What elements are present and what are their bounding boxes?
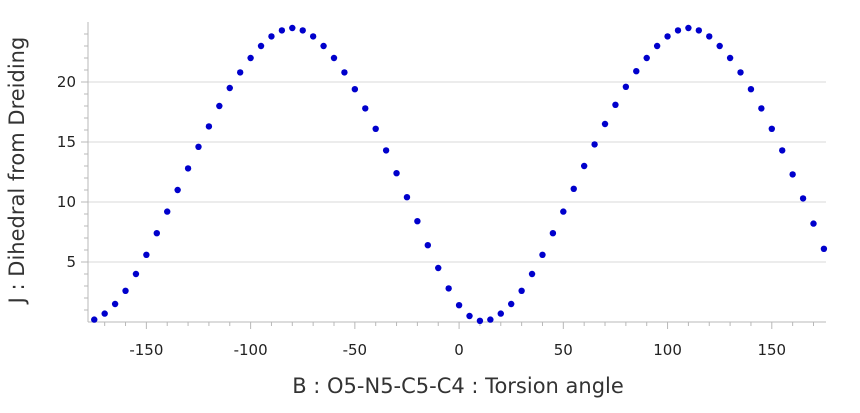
data-point <box>393 170 400 177</box>
data-point <box>664 33 671 40</box>
data-point <box>382 147 390 154</box>
data-point <box>779 147 786 154</box>
data-point <box>789 171 796 178</box>
data-point <box>289 24 296 32</box>
x-tick-label: 150 <box>757 341 786 359</box>
x-tick-label: -50 <box>343 341 368 359</box>
data-point <box>445 285 452 292</box>
data-point <box>362 105 369 112</box>
data-point <box>216 102 223 110</box>
data-point <box>570 185 577 192</box>
data-point <box>653 42 661 50</box>
grid-lines <box>88 81 826 263</box>
data-point <box>518 287 525 294</box>
data-point <box>466 312 473 320</box>
y-tick-label: 5 <box>66 253 76 271</box>
data-point <box>643 54 650 62</box>
data-point <box>768 125 775 132</box>
data-point <box>455 302 463 309</box>
data-point <box>508 300 515 308</box>
data-point <box>695 27 703 34</box>
x-tick-label: 0 <box>454 341 464 359</box>
data-point <box>580 162 588 170</box>
x-tick-label: -100 <box>234 341 268 359</box>
data-point <box>601 120 609 128</box>
data-point <box>132 270 140 278</box>
data-point <box>528 270 536 278</box>
data-points <box>91 24 828 324</box>
y-tick-label: 15 <box>57 133 76 151</box>
data-point <box>799 195 807 202</box>
data-point <box>351 86 359 93</box>
data-point <box>820 245 828 252</box>
data-point <box>236 69 244 76</box>
data-point <box>341 69 348 76</box>
x-tick-label: 50 <box>554 341 573 359</box>
tick-labels: -150 -100 -50 0 50 100 150 5 10 15 20 <box>57 73 786 359</box>
y-tick-label: 10 <box>57 193 76 211</box>
data-point <box>111 300 119 308</box>
data-point <box>737 69 744 76</box>
data-point <box>372 125 379 132</box>
data-point <box>633 68 640 75</box>
data-point <box>268 33 275 40</box>
data-point <box>549 230 557 237</box>
x-tick-label: 100 <box>653 341 682 359</box>
data-point <box>299 27 306 34</box>
data-point <box>101 310 108 317</box>
data-point <box>424 242 432 249</box>
data-point <box>476 317 484 324</box>
axes <box>81 22 826 329</box>
data-point <box>174 186 181 194</box>
data-point <box>674 27 682 34</box>
data-point <box>612 101 619 109</box>
data-point <box>184 165 192 172</box>
data-point <box>435 264 442 272</box>
data-point <box>560 208 567 215</box>
data-point <box>153 230 160 237</box>
data-point <box>143 251 150 258</box>
data-point <box>320 42 327 50</box>
data-point <box>91 316 98 323</box>
data-point <box>622 83 630 91</box>
y-tick-label: 20 <box>57 73 76 91</box>
data-point <box>330 54 338 62</box>
data-point <box>716 42 723 50</box>
data-point <box>278 27 286 34</box>
data-point <box>205 123 213 130</box>
data-point <box>685 24 692 32</box>
data-point <box>247 54 254 62</box>
data-point <box>164 208 171 215</box>
data-point <box>747 86 755 93</box>
data-point <box>810 220 817 227</box>
data-point <box>758 105 765 112</box>
data-point <box>257 42 265 50</box>
data-point <box>403 194 411 201</box>
x-axis-title: B : O5-N5-C5-C4 : Torsion angle <box>292 374 624 398</box>
data-point <box>309 33 317 40</box>
data-point <box>706 33 713 40</box>
data-point <box>726 54 734 62</box>
data-point <box>414 218 421 225</box>
data-point <box>497 310 504 317</box>
data-point <box>591 141 598 148</box>
data-point <box>195 143 202 150</box>
data-point <box>226 84 233 92</box>
data-point <box>539 251 546 258</box>
data-point <box>122 287 129 294</box>
x-tick-label: -150 <box>129 341 163 359</box>
data-point <box>487 316 494 323</box>
y-axis-title: J : Dihedral from Dreiding <box>5 37 29 306</box>
